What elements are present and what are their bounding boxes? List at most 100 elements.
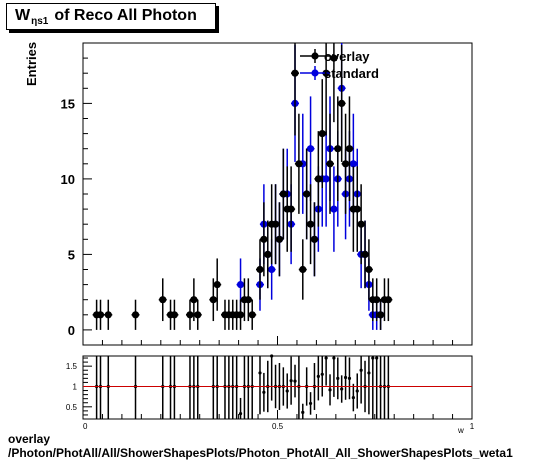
overlay-point [193,299,202,330]
chart-title: Wηs1 of Reco All Photon [15,7,197,27]
overlay-point [314,131,323,227]
ratio-point [188,356,192,419]
ratio-point [289,356,293,405]
ratio-point [98,356,103,419]
ratio-point [262,372,266,412]
ratio-x-tick-label: 0 [83,422,88,431]
ratio-point [324,356,328,386]
overlay-point [244,278,253,322]
footer-line-2: /Photon/PhotAll/All/ShowerShapesPlots/Ph… [8,446,513,460]
overlay-point [287,166,296,252]
overlay-point [361,220,370,289]
legend-entry-standard: standard [300,66,379,81]
ratio-point [351,383,355,412]
svg-text:overlay: overlay [324,49,370,64]
ratio-point [192,356,196,419]
ratio-point [211,356,215,419]
ratio-point [328,374,332,406]
ratio-point [359,356,363,404]
title-box: Wηs1 of Reco All Photon [6,3,216,30]
footer-path: overlay /Photon/PhotAll/All/ShowerShapes… [8,432,513,460]
ratio-point [172,356,177,419]
ratio-point [382,356,387,419]
standard-point [322,131,331,227]
overlay-point [236,299,245,330]
ratio-point [168,356,173,419]
y-tick-label: 10 [61,172,75,187]
overlay-point [259,202,268,277]
ratio-point [246,356,250,419]
ratio-point [133,356,138,419]
ratio-point [308,392,313,415]
ratio-point [215,356,219,419]
overlay-point [185,299,194,330]
ratio-point [332,356,336,397]
overlay-point [306,184,315,265]
ratio-point [238,397,243,419]
ratio-point [340,375,344,403]
ratio-frame-rect [82,355,473,420]
ratio-point [235,356,239,419]
ratio-point [106,356,110,419]
ratio-point [231,356,235,419]
ratio-point [347,357,352,400]
ratio-x-tick-label: 0.5 [272,422,284,431]
svg-text:standard: standard [324,66,379,81]
overlay-point [189,278,198,322]
ratio-point [386,356,390,419]
ratio-y-tick-label: 1.5 [66,362,78,371]
overlay-point [263,220,272,289]
overlay-point [364,239,373,300]
ratio-point [250,356,254,419]
footer-line-1: overlay [8,432,51,446]
overlay-point [372,278,381,322]
overlay-point [209,278,218,322]
ratio-point [301,403,305,419]
ratio-plot-frame: 0.5 1 1.5 0 0.5 1 [66,355,475,431]
ratio-plot-data [83,354,472,419]
ratio-point [297,356,301,419]
overlay-point [255,239,264,300]
overlay-point [318,79,327,189]
ratio-point [242,356,247,419]
legend: overlay standard [300,49,379,81]
ratio-point [196,356,200,419]
overlay-point [337,44,346,162]
ratio-point [316,356,320,401]
ratio-y-tick-label: 1 [73,382,78,391]
standard-point [306,96,315,202]
overlay-point [275,202,284,277]
overlay-point [341,113,350,214]
standard-point [329,166,338,252]
main-axis-ticks: 0 5 10 15 [61,57,473,345]
ratio-point [343,356,348,400]
overlay-point [333,96,342,202]
ratio-point [227,356,231,419]
title-subscript: ηs1 [31,16,49,27]
y-tick-label: 0 [68,323,75,338]
overlay-point [384,278,393,322]
ratio-point [285,373,289,409]
overlay-point [96,299,105,330]
ratio-point [161,356,165,419]
ratio-point [223,356,227,419]
ratio-point [293,364,297,398]
legend-entry-overlay: overlay [300,49,370,64]
overlay-point [213,258,222,311]
overlay-point [298,239,307,300]
main-plot-data [92,43,393,330]
overlay-point [291,43,300,136]
ratio-point [95,356,99,419]
ratio-point [270,354,274,401]
ratio-point [371,356,375,419]
overlay-point [294,113,303,214]
overlay-point [329,43,338,123]
main-plot-frame [82,42,473,346]
ratio-point [375,356,379,419]
ratio-y-tick-label: 0.5 [66,403,78,412]
ratio-point [378,356,383,419]
y-tick-label: 5 [68,247,75,262]
overlay-point [170,299,179,330]
ratio-point [367,356,371,415]
